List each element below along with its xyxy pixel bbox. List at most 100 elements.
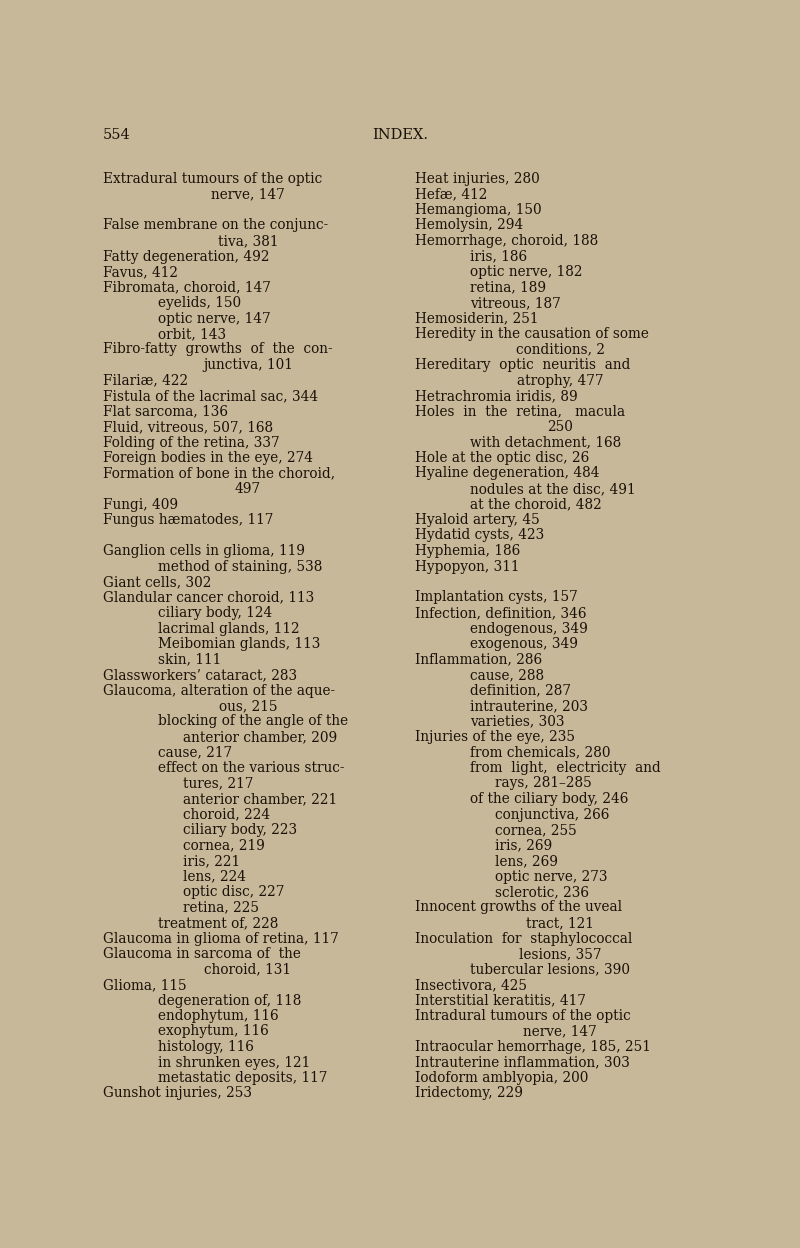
Text: Glandular cancer choroid, 113: Glandular cancer choroid, 113 <box>103 590 314 604</box>
Text: endophytum, 116: endophytum, 116 <box>158 1008 278 1023</box>
Text: effect on the various struc-: effect on the various struc- <box>158 761 345 775</box>
Text: Fistula of the lacrimal sac, 344: Fistula of the lacrimal sac, 344 <box>103 389 318 403</box>
Text: Fibro-fatty  growths  of  the  con-: Fibro-fatty growths of the con- <box>103 342 333 357</box>
Text: with detachment, 168: with detachment, 168 <box>470 436 622 449</box>
Text: Glaucoma, alteration of the aque-: Glaucoma, alteration of the aque- <box>103 684 335 698</box>
Text: Intraocular hemorrhage, 185, 251: Intraocular hemorrhage, 185, 251 <box>415 1040 651 1055</box>
Text: Injuries of the eye, 235: Injuries of the eye, 235 <box>415 730 575 744</box>
Text: Fungus hæmatodes, 117: Fungus hæmatodes, 117 <box>103 513 274 527</box>
Text: Hefæ, 412: Hefæ, 412 <box>415 187 487 201</box>
Text: Fibromata, choroid, 147: Fibromata, choroid, 147 <box>103 281 271 295</box>
Text: Heat injuries, 280: Heat injuries, 280 <box>415 172 540 186</box>
Text: Hypopyon, 311: Hypopyon, 311 <box>415 559 519 574</box>
Text: Meibomian glands, 113: Meibomian glands, 113 <box>158 636 320 651</box>
Text: Hyaline degeneration, 484: Hyaline degeneration, 484 <box>415 467 599 480</box>
Text: tures, 217: tures, 217 <box>183 776 254 790</box>
Text: ous, 215: ous, 215 <box>218 699 278 713</box>
Text: method of staining, 538: method of staining, 538 <box>158 559 322 574</box>
Text: lens, 269: lens, 269 <box>495 854 558 869</box>
Text: Innocent growths of the uveal: Innocent growths of the uveal <box>415 901 622 915</box>
Text: tubercular lesions, 390: tubercular lesions, 390 <box>470 962 630 976</box>
Text: in shrunken eyes, 121: in shrunken eyes, 121 <box>158 1056 310 1070</box>
Text: lacrimal glands, 112: lacrimal glands, 112 <box>158 622 300 635</box>
Text: Gunshot injuries, 253: Gunshot injuries, 253 <box>103 1087 252 1101</box>
Text: nerve, 147: nerve, 147 <box>523 1025 597 1038</box>
Text: Insectivora, 425: Insectivora, 425 <box>415 978 527 992</box>
Text: tract, 121: tract, 121 <box>526 916 594 930</box>
Text: optic disc, 227: optic disc, 227 <box>183 885 284 899</box>
Text: Hyaloid artery, 45: Hyaloid artery, 45 <box>415 513 540 527</box>
Text: Giant cells, 302: Giant cells, 302 <box>103 575 211 589</box>
Text: iris, 186: iris, 186 <box>470 250 527 263</box>
Text: Implantation cysts, 157: Implantation cysts, 157 <box>415 590 578 604</box>
Text: cause, 288: cause, 288 <box>470 668 544 681</box>
Text: Favus, 412: Favus, 412 <box>103 265 178 280</box>
Text: Intradural tumours of the optic: Intradural tumours of the optic <box>415 1008 630 1023</box>
Text: Fluid, vitreous, 507, 168: Fluid, vitreous, 507, 168 <box>103 421 273 434</box>
Text: Extradural tumours of the optic: Extradural tumours of the optic <box>103 172 322 186</box>
Text: endogenous, 349: endogenous, 349 <box>470 622 588 635</box>
Text: Holes  in  the  retina,   macula: Holes in the retina, macula <box>415 404 625 418</box>
Text: Glassworkers’ cataract, 283: Glassworkers’ cataract, 283 <box>103 668 297 681</box>
Text: sclerotic, 236: sclerotic, 236 <box>495 885 589 899</box>
Text: Interstitial keratitis, 417: Interstitial keratitis, 417 <box>415 993 586 1007</box>
Text: exogenous, 349: exogenous, 349 <box>470 636 578 651</box>
Text: Iridectomy, 229: Iridectomy, 229 <box>415 1087 523 1101</box>
Text: Glioma, 115: Glioma, 115 <box>103 978 186 992</box>
Text: nodules at the disc, 491: nodules at the disc, 491 <box>470 482 636 495</box>
Text: optic nerve, 147: optic nerve, 147 <box>158 312 270 326</box>
Text: Glaucoma in sarcoma of  the: Glaucoma in sarcoma of the <box>103 947 301 961</box>
Text: histology, 116: histology, 116 <box>158 1040 254 1055</box>
Text: Infection, definition, 346: Infection, definition, 346 <box>415 607 586 620</box>
Text: iris, 221: iris, 221 <box>183 854 240 869</box>
Text: anterior chamber, 221: anterior chamber, 221 <box>183 792 337 806</box>
Text: conjunctiva, 266: conjunctiva, 266 <box>495 807 610 821</box>
Text: from chemicals, 280: from chemicals, 280 <box>470 745 610 760</box>
Text: Hetrachromia iridis, 89: Hetrachromia iridis, 89 <box>415 389 578 403</box>
Text: False membrane on the conjunc-: False membrane on the conjunc- <box>103 218 328 232</box>
Text: Ganglion cells in glioma, 119: Ganglion cells in glioma, 119 <box>103 544 305 558</box>
Text: Inflammation, 286: Inflammation, 286 <box>415 653 542 666</box>
Text: anterior chamber, 209: anterior chamber, 209 <box>183 730 338 744</box>
Text: definition, 287: definition, 287 <box>470 684 571 698</box>
Text: 497: 497 <box>235 482 261 495</box>
Text: cornea, 219: cornea, 219 <box>183 839 265 852</box>
Text: Hemangioma, 150: Hemangioma, 150 <box>415 203 542 217</box>
Text: nerve, 147: nerve, 147 <box>211 187 285 201</box>
Text: Formation of bone in the choroid,: Formation of bone in the choroid, <box>103 467 335 480</box>
Text: ciliary body, 223: ciliary body, 223 <box>183 822 297 837</box>
Text: treatment of, 228: treatment of, 228 <box>158 916 278 930</box>
Text: iris, 269: iris, 269 <box>495 839 552 852</box>
Text: INDEX.: INDEX. <box>372 129 428 142</box>
Text: cornea, 255: cornea, 255 <box>495 822 577 837</box>
Text: Intrauterine inflammation, 303: Intrauterine inflammation, 303 <box>415 1056 630 1070</box>
Text: at the choroid, 482: at the choroid, 482 <box>470 498 602 512</box>
Text: lens, 224: lens, 224 <box>183 870 246 884</box>
Text: degeneration of, 118: degeneration of, 118 <box>158 993 302 1007</box>
Text: Foreign bodies in the eye, 274: Foreign bodies in the eye, 274 <box>103 451 313 466</box>
Text: Iodoform amblyopia, 200: Iodoform amblyopia, 200 <box>415 1071 588 1085</box>
Text: intrauterine, 203: intrauterine, 203 <box>470 699 588 713</box>
Text: Glaucoma in glioma of retina, 117: Glaucoma in glioma of retina, 117 <box>103 931 338 946</box>
Text: retina, 225: retina, 225 <box>183 901 259 915</box>
Text: lesions, 357: lesions, 357 <box>518 947 602 961</box>
Text: retina, 189: retina, 189 <box>470 281 546 295</box>
Text: optic nerve, 182: optic nerve, 182 <box>470 265 582 280</box>
Text: of the ciliary body, 246: of the ciliary body, 246 <box>470 792 628 806</box>
Text: exophytum, 116: exophytum, 116 <box>158 1025 269 1038</box>
Text: junctiva, 101: junctiva, 101 <box>203 358 293 372</box>
Text: skin, 111: skin, 111 <box>158 653 222 666</box>
Text: Folding of the retina, 337: Folding of the retina, 337 <box>103 436 280 449</box>
Text: 250: 250 <box>547 421 573 434</box>
Text: tiva, 381: tiva, 381 <box>218 235 278 248</box>
Text: choroid, 224: choroid, 224 <box>183 807 270 821</box>
Text: vitreous, 187: vitreous, 187 <box>470 296 561 310</box>
Text: Hereditary  optic  neuritis  and: Hereditary optic neuritis and <box>415 358 630 372</box>
Text: Hydatid cysts, 423: Hydatid cysts, 423 <box>415 528 544 543</box>
Text: Inoculation  for  staphylococcal: Inoculation for staphylococcal <box>415 931 632 946</box>
Text: Filariæ, 422: Filariæ, 422 <box>103 373 188 387</box>
Text: optic nerve, 273: optic nerve, 273 <box>495 870 607 884</box>
Text: atrophy, 477: atrophy, 477 <box>517 373 603 387</box>
Text: Hemosiderin, 251: Hemosiderin, 251 <box>415 312 538 326</box>
Text: Hemolysin, 294: Hemolysin, 294 <box>415 218 523 232</box>
